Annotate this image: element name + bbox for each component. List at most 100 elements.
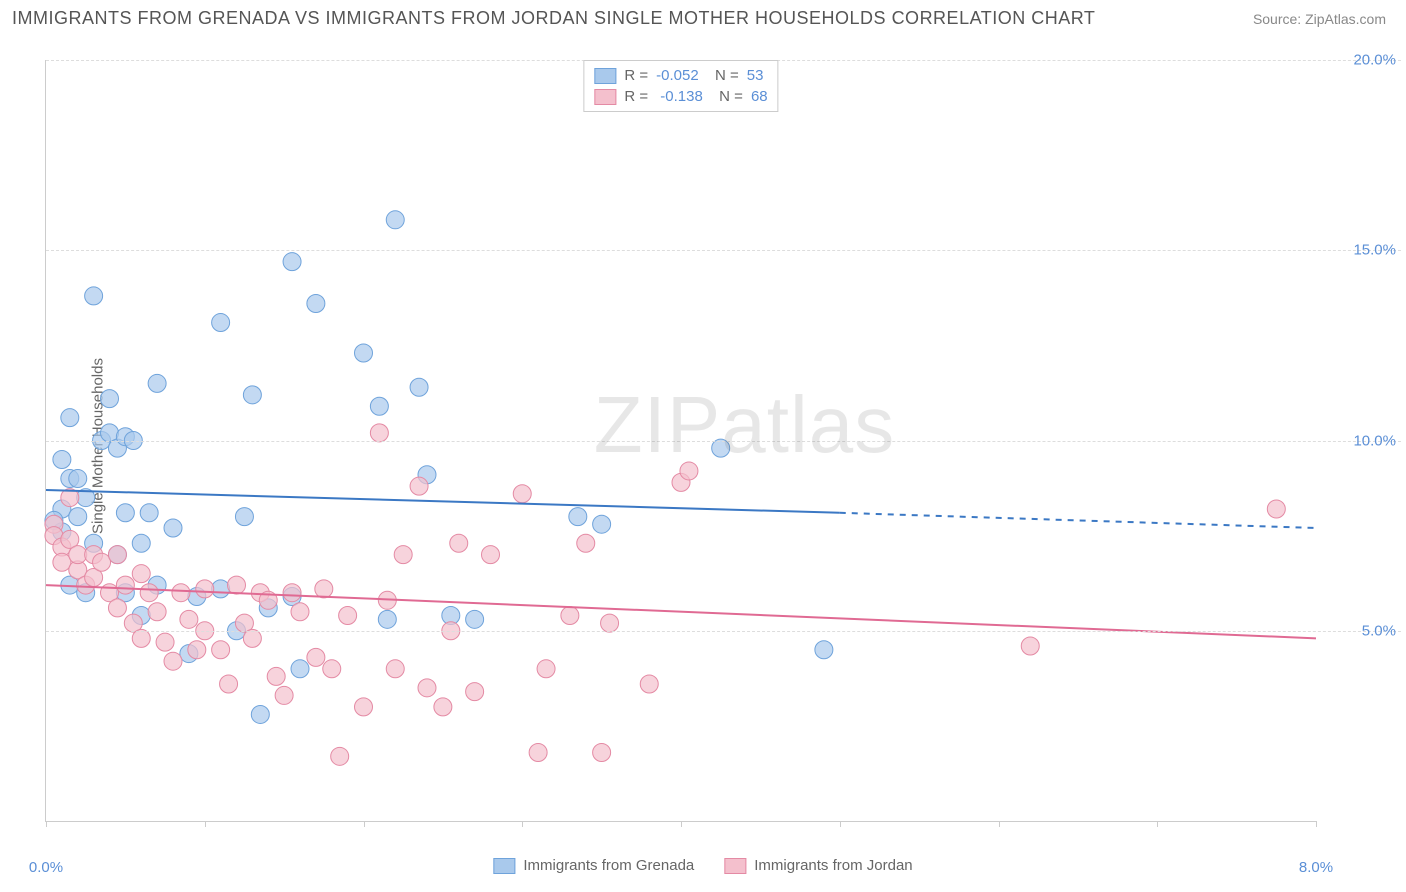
x-tick-label: 8.0% xyxy=(1299,859,1333,876)
data-point xyxy=(116,576,134,594)
data-point xyxy=(53,553,71,571)
data-point xyxy=(355,344,373,362)
data-point xyxy=(355,698,373,716)
data-point xyxy=(132,565,150,583)
data-point xyxy=(291,660,309,678)
swatch-pink-icon xyxy=(724,858,746,874)
data-point xyxy=(212,314,230,332)
chart-plot-area: ZIPatlas R = -0.052 N = 53 R = -0.138 N … xyxy=(45,60,1316,822)
x-tick xyxy=(46,821,47,827)
data-point xyxy=(283,584,301,602)
swatch-blue-icon xyxy=(594,68,616,84)
data-point xyxy=(132,534,150,552)
legend-label-grenada: Immigrants from Grenada xyxy=(523,857,694,874)
series-legend: Immigrants from Grenada Immigrants from … xyxy=(493,857,912,874)
stat-label-r: R = xyxy=(624,88,648,105)
data-point xyxy=(712,439,730,457)
data-point xyxy=(1021,637,1039,655)
data-point xyxy=(537,660,555,678)
data-point xyxy=(53,451,71,469)
trend-line-extension xyxy=(840,513,1316,528)
legend-label-jordan: Immigrants from Jordan xyxy=(754,857,912,874)
stat-label-n: N = xyxy=(711,88,743,105)
data-point xyxy=(212,641,230,659)
data-point xyxy=(93,553,111,571)
data-point xyxy=(378,610,396,628)
data-point xyxy=(307,648,325,666)
data-point xyxy=(593,515,611,533)
data-point xyxy=(450,534,468,552)
data-point xyxy=(482,546,500,564)
stats-row-grenada: R = -0.052 N = 53 xyxy=(594,65,767,86)
data-point xyxy=(267,667,285,685)
data-point xyxy=(108,546,126,564)
data-point xyxy=(394,546,412,564)
data-point xyxy=(116,504,134,522)
data-point xyxy=(196,580,214,598)
data-point xyxy=(680,462,698,480)
swatch-pink-icon xyxy=(594,89,616,105)
stat-n-grenada: 53 xyxy=(747,67,764,84)
data-point xyxy=(61,409,79,427)
data-point xyxy=(148,603,166,621)
y-tick-label: 10.0% xyxy=(1353,432,1396,449)
data-point xyxy=(466,683,484,701)
y-tick-label: 20.0% xyxy=(1353,52,1396,69)
x-tick xyxy=(999,821,1000,827)
data-point xyxy=(69,508,87,526)
data-point xyxy=(339,607,357,625)
data-point xyxy=(85,287,103,305)
data-point xyxy=(291,603,309,621)
data-point xyxy=(577,534,595,552)
x-tick xyxy=(840,821,841,827)
stat-label-r: R = xyxy=(624,67,648,84)
data-point xyxy=(315,580,333,598)
data-point xyxy=(188,641,206,659)
data-point xyxy=(601,614,619,632)
stat-label-n: N = xyxy=(707,67,739,84)
x-tick xyxy=(1157,821,1158,827)
data-point xyxy=(251,705,269,723)
data-point xyxy=(172,584,190,602)
swatch-blue-icon xyxy=(493,858,515,874)
data-point xyxy=(164,652,182,670)
stat-r-jordan: -0.138 xyxy=(656,88,703,105)
stats-row-jordan: R = -0.138 N = 68 xyxy=(594,86,767,107)
data-point xyxy=(69,470,87,488)
data-point xyxy=(640,675,658,693)
data-point xyxy=(69,546,87,564)
data-point xyxy=(386,211,404,229)
data-point xyxy=(283,253,301,271)
x-tick xyxy=(364,821,365,827)
y-tick-label: 15.0% xyxy=(1353,242,1396,259)
data-point xyxy=(569,508,587,526)
data-point xyxy=(275,686,293,704)
x-tick xyxy=(681,821,682,827)
data-point xyxy=(164,519,182,537)
data-point xyxy=(513,485,531,503)
data-point xyxy=(156,633,174,651)
data-point xyxy=(132,629,150,647)
source-attribution: Source: ZipAtlas.com xyxy=(1253,11,1386,27)
stat-r-grenada: -0.052 xyxy=(656,67,699,84)
stats-legend-box: R = -0.052 N = 53 R = -0.138 N = 68 xyxy=(583,60,778,112)
data-point xyxy=(331,747,349,765)
data-point xyxy=(140,504,158,522)
data-point xyxy=(180,610,198,628)
data-point xyxy=(212,580,230,598)
x-tick-label: 0.0% xyxy=(29,859,63,876)
data-point xyxy=(418,679,436,697)
data-point xyxy=(410,378,428,396)
data-point xyxy=(140,584,158,602)
data-point xyxy=(370,424,388,442)
data-point xyxy=(323,660,341,678)
data-point xyxy=(1267,500,1285,518)
data-point xyxy=(434,698,452,716)
legend-item-jordan: Immigrants from Jordan xyxy=(724,857,912,874)
data-point xyxy=(593,744,611,762)
data-point xyxy=(815,641,833,659)
data-point xyxy=(307,295,325,313)
data-point xyxy=(235,508,253,526)
data-point xyxy=(243,386,261,404)
stat-n-jordan: 68 xyxy=(751,88,768,105)
